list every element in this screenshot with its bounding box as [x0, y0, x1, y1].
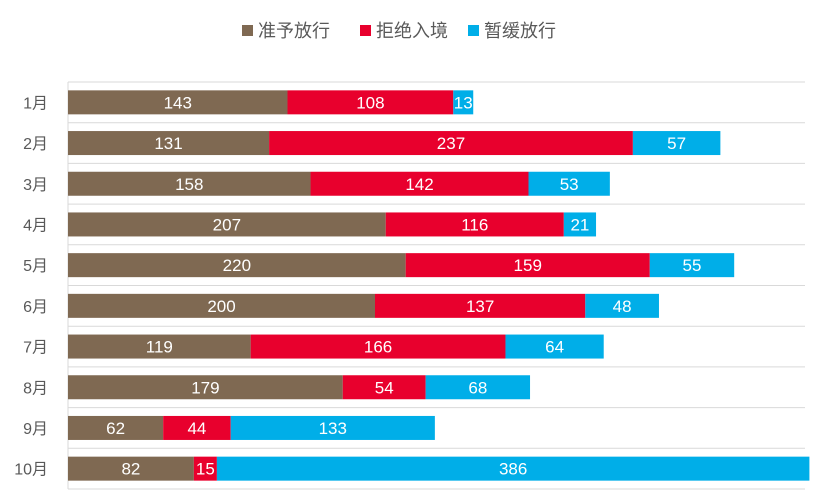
legend-label-2: 拒绝入境: [376, 21, 448, 41]
legend-label-3: 暂缓放行: [484, 21, 556, 41]
data-label: 68: [468, 378, 487, 397]
data-label: 142: [405, 175, 433, 194]
bar-segment: [68, 415, 164, 440]
bar-segment: [632, 131, 721, 156]
data-labels: 143 108 13 131 237 57 158 142 53 207 116 21 220 159 55…: [106, 93, 701, 478]
legend-swatch-1: [242, 25, 253, 36]
legend-swatch-3: [468, 25, 479, 36]
data-label: 108: [356, 93, 384, 112]
data-label: 64: [545, 338, 564, 357]
category-label: 6月: [23, 299, 48, 316]
bar-segment: [505, 334, 604, 359]
category-label: 3月: [23, 177, 48, 194]
category-label: 4月: [23, 217, 48, 234]
data-label: 137: [466, 297, 494, 316]
legend-swatch-2: [360, 25, 371, 36]
bar-segment: [68, 334, 251, 359]
bar-segment: [230, 415, 435, 440]
bar-segment: [163, 415, 231, 440]
bar-segment: [342, 375, 426, 400]
bar-segment: [193, 456, 217, 481]
bar-segment: [287, 90, 454, 115]
category-label: 2月: [23, 136, 48, 153]
data-label: 13: [454, 93, 473, 112]
bar-segment: [453, 90, 474, 115]
bar-segment: [585, 293, 659, 318]
category-label: 7月: [23, 340, 48, 357]
bar-segment: [563, 212, 597, 237]
data-label: 62: [106, 419, 125, 438]
category-axis: 1月 2月 3月 4月 5月 6月 7月 8月 9月 10月: [14, 95, 48, 478]
bar-segment: [250, 334, 506, 359]
data-label: 15: [196, 460, 215, 479]
data-label: 44: [187, 419, 206, 438]
data-label: 119: [146, 338, 173, 357]
bar-segment: [405, 253, 650, 278]
data-label: 57: [667, 134, 686, 153]
data-label: 133: [319, 419, 347, 438]
data-label: 48: [613, 297, 632, 316]
data-label: 116: [461, 215, 488, 234]
bar-segment: [385, 212, 564, 237]
bar-segment: [68, 375, 343, 400]
bar-segment: [528, 171, 610, 196]
bar-segment: [68, 212, 386, 237]
category-label: 9月: [23, 421, 48, 438]
bar-segment: [310, 171, 529, 196]
bars: [68, 90, 810, 481]
data-label: 131: [154, 134, 182, 153]
legend-label-1: 准予放行: [258, 21, 330, 41]
data-label: 200: [207, 297, 235, 316]
data-label: 21: [570, 215, 589, 234]
data-label: 166: [364, 338, 392, 357]
data-label: 53: [560, 175, 579, 194]
bar-segment: [68, 253, 406, 278]
bar-segment: [425, 375, 531, 400]
data-label: 386: [499, 460, 527, 479]
category-label: 8月: [23, 380, 48, 397]
data-label: 158: [175, 175, 203, 194]
data-label: 179: [191, 378, 219, 397]
data-label: 220: [223, 256, 251, 275]
data-label: 54: [375, 378, 394, 397]
bar-segment: [68, 456, 194, 481]
bar-segment: [68, 293, 375, 318]
legend: 准予放行 拒绝入境 暂缓放行: [242, 21, 556, 41]
category-label: 1月: [23, 95, 48, 112]
bar-segment: [68, 131, 270, 156]
bar-segment: [68, 90, 288, 115]
data-label: 237: [437, 134, 465, 153]
bar-segment: [68, 171, 311, 196]
data-label: 82: [121, 460, 140, 479]
data-label: 159: [514, 256, 542, 275]
bar-segment: [649, 253, 735, 278]
data-label: 55: [683, 256, 702, 275]
data-label: 143: [164, 93, 192, 112]
bar-segment: [375, 293, 586, 318]
bar-segment: [216, 456, 810, 481]
data-label: 207: [213, 215, 241, 234]
category-label: 10月: [14, 462, 48, 479]
bar-segment: [269, 131, 633, 156]
category-label: 5月: [23, 258, 48, 275]
